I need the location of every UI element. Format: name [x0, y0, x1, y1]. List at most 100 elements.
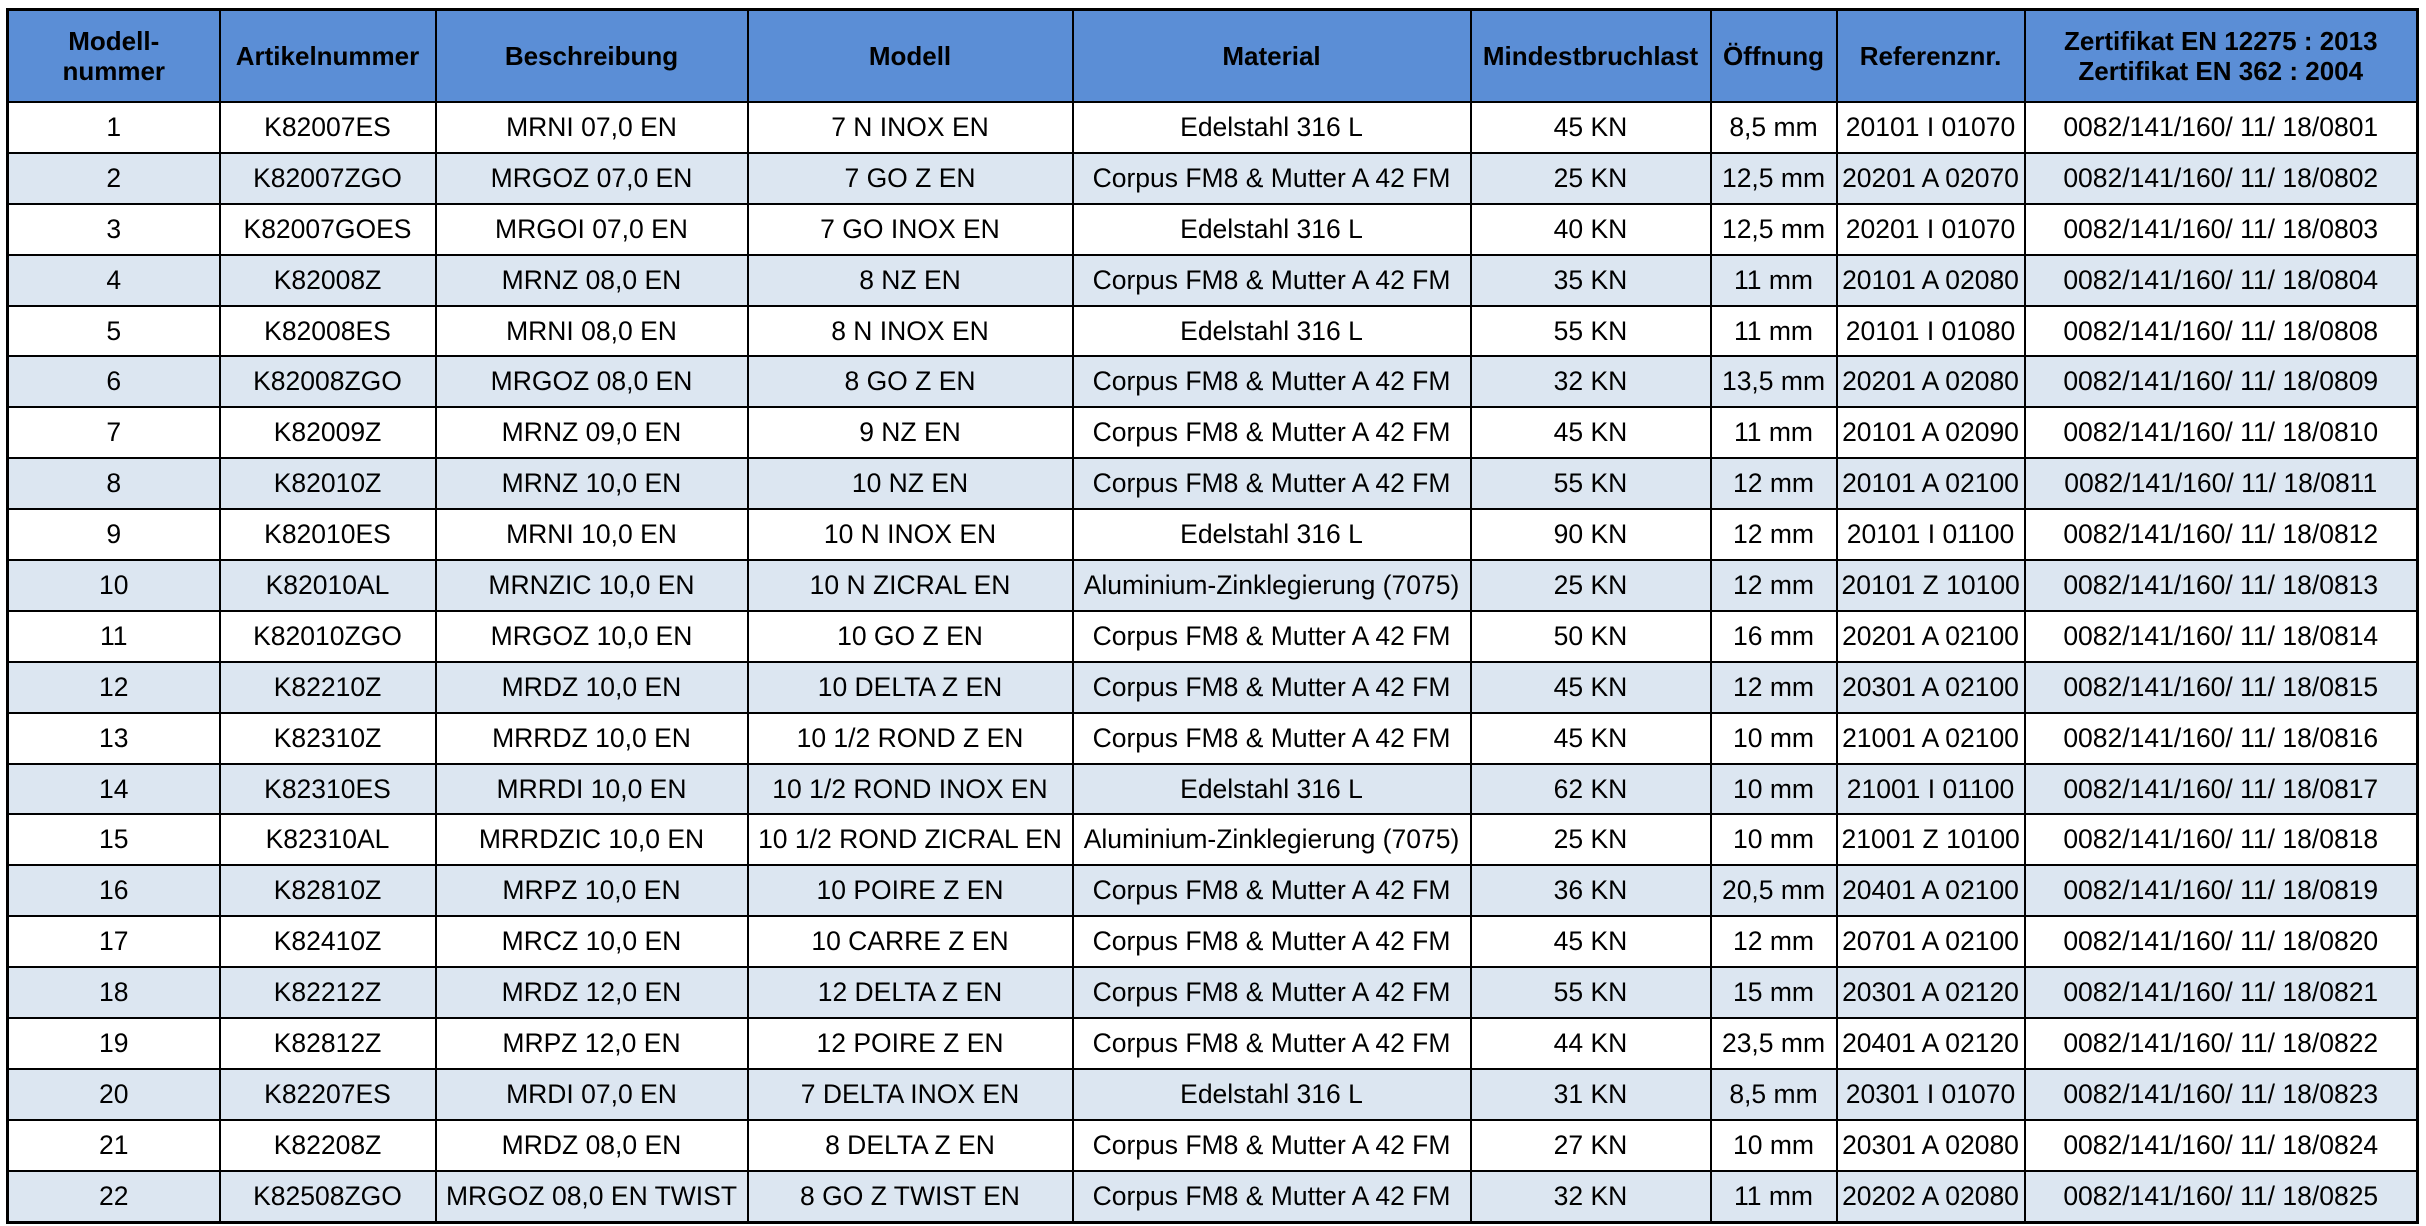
cell-opening: 16 mm	[1709, 609, 1838, 663]
cell-opening: 8,5 mm	[1709, 101, 1838, 154]
cell-min-breaking-load: 55 KN	[1469, 304, 1712, 358]
cell-description: MRDZ 08,0 EN	[434, 1118, 749, 1172]
cell-material: Edelstahl 316 L	[1071, 508, 1472, 562]
cell-model-number: 7	[6, 406, 221, 460]
table-row: 17 K82410Z MRCZ 10,0 EN 10 CARRE Z EN Corpus…	[6, 915, 2419, 969]
table-body: 1 K82007ES MRNI 07,0 EN 7 N INOX EN Edelstah…	[6, 101, 2419, 1224]
cell-reference-number: 20301 A 02100	[1835, 660, 2026, 714]
cell-min-breaking-load: 50 KN	[1469, 609, 1712, 663]
cell-reference-number: 20201 A 02100	[1835, 609, 2026, 663]
cell-reference-number: 20401 A 02100	[1835, 864, 2026, 918]
cell-model-number: 6	[6, 355, 221, 409]
cell-material: Edelstahl 316 L	[1071, 1067, 1472, 1121]
cell-model: 10 N ZICRAL EN	[746, 559, 1074, 612]
cell-min-breaking-load: 31 KN	[1469, 1067, 1712, 1121]
cell-model: 8 GO Z EN	[746, 355, 1074, 409]
table-row: 6 K82008ZGO MRGOZ 08,0 EN 8 GO Z EN Corpus F…	[6, 355, 2419, 409]
cell-model: 8 GO Z TWIST EN	[746, 1169, 1074, 1224]
cell-min-breaking-load: 25 KN	[1469, 559, 1712, 612]
cell-model-number: 17	[6, 915, 221, 969]
header-col-model-number: Modell-nummer	[6, 8, 221, 103]
cell-model: 8 DELTA Z EN	[746, 1118, 1074, 1172]
table-row: 15 K82310AL MRRDZIC 10,0 EN 10 1/2 ROND ZIC…	[6, 813, 2419, 867]
cell-material: Edelstahl 316 L	[1071, 101, 1472, 154]
cell-reference-number: 20301 A 02080	[1835, 1118, 2026, 1172]
cell-article-number: K82212Z	[218, 966, 437, 1020]
cell-opening: 23,5 mm	[1709, 1017, 1838, 1070]
cell-opening: 8,5 mm	[1709, 1067, 1838, 1121]
cell-reference-number: 20202 A 02080	[1835, 1169, 2026, 1224]
cell-article-number: K82009Z	[218, 406, 437, 460]
cell-article-number: K82008Z	[218, 253, 437, 307]
cell-reference-number: 20201 A 02070	[1835, 151, 2026, 205]
table-row: 10 K82010AL MRNZIC 10,0 EN 10 N ZICRAL EN Al…	[6, 559, 2419, 612]
cell-description: MRDZ 12,0 EN	[434, 966, 749, 1020]
cell-reference-number: 20101 A 02100	[1835, 457, 2026, 511]
cell-opening: 11 mm	[1709, 1169, 1838, 1224]
header-col-certificate: Zertifikat EN 12275 : 2013 Zertifikat EN …	[2023, 8, 2419, 103]
cell-material: Edelstahl 316 L	[1071, 762, 1472, 816]
product-table-container: Modell-nummer Artikelnummer Beschreibung Mo…	[6, 8, 2419, 1224]
cell-article-number: K82310Z	[218, 711, 437, 765]
cell-model: 12 DELTA Z EN	[746, 966, 1074, 1020]
cell-article-number: K82210Z	[218, 660, 437, 714]
cell-description: MRCZ 10,0 EN	[434, 915, 749, 969]
header-label: Modell-	[68, 26, 160, 56]
table-row: 7 K82009Z MRNZ 09,0 EN 9 NZ EN Corpus FM8 & …	[6, 406, 2419, 460]
header-col-min-breaking-load: Mindestbruchlast	[1469, 8, 1712, 103]
cell-certificate: 0082/141/160/ 11/ 18/0815	[2023, 660, 2419, 714]
cell-opening: 10 mm	[1709, 1118, 1838, 1172]
cell-certificate: 0082/141/160/ 11/ 18/0810	[2023, 406, 2419, 460]
cell-certificate: 0082/141/160/ 11/ 18/0818	[2023, 813, 2419, 867]
cell-description: MRNI 10,0 EN	[434, 508, 749, 562]
cell-article-number: K82008ZGO	[218, 355, 437, 409]
cell-description: MRGOI 07,0 EN	[434, 202, 749, 256]
cell-article-number: K82007ES	[218, 101, 437, 154]
cell-model-number: 1	[6, 101, 221, 154]
cell-article-number: K82508ZGO	[218, 1169, 437, 1224]
table-row: 4 K82008Z MRNZ 08,0 EN 8 NZ EN Corpus FM8 & …	[6, 253, 2419, 307]
table-row: 1 K82007ES MRNI 07,0 EN 7 N INOX EN Edelstah…	[6, 101, 2419, 154]
cell-certificate: 0082/141/160/ 11/ 18/0812	[2023, 508, 2419, 562]
cell-article-number: K82007ZGO	[218, 151, 437, 205]
cell-reference-number: 20101 Z 10100	[1835, 559, 2026, 612]
cell-min-breaking-load: 45 KN	[1469, 660, 1712, 714]
header-label: Mindestbruchlast	[1482, 41, 1699, 71]
cell-min-breaking-load: 45 KN	[1469, 406, 1712, 460]
table-row: 11 K82010ZGO MRGOZ 10,0 EN 10 GO Z EN Corpus…	[6, 609, 2419, 663]
header-label: Referenznr.	[1859, 41, 2002, 71]
cell-material: Edelstahl 316 L	[1071, 304, 1472, 358]
cell-certificate: 0082/141/160/ 11/ 18/0816	[2023, 711, 2419, 765]
cell-opening: 10 mm	[1709, 762, 1838, 816]
cell-reference-number: 20201 I 01070	[1835, 202, 2026, 256]
cell-opening: 12 mm	[1709, 559, 1838, 612]
cell-model: 9 NZ EN	[746, 406, 1074, 460]
cell-material: Corpus FM8 & Mutter A 42 FM	[1071, 406, 1472, 460]
cell-certificate: 0082/141/160/ 11/ 18/0809	[2023, 355, 2419, 409]
cell-reference-number: 20201 A 02080	[1835, 355, 2026, 409]
cell-material: Corpus FM8 & Mutter A 42 FM	[1071, 1118, 1472, 1172]
table-row: 16 K82810Z MRPZ 10,0 EN 10 POIRE Z EN Corpus…	[6, 864, 2419, 918]
cell-description: MRNZ 10,0 EN	[434, 457, 749, 511]
cell-certificate: 0082/141/160/ 11/ 18/0814	[2023, 609, 2419, 663]
cell-model: 7 N INOX EN	[746, 101, 1074, 154]
table-row: 14 K82310ES MRRDI 10,0 EN 10 1/2 ROND INOX …	[6, 762, 2419, 816]
cell-model-number: 21	[6, 1118, 221, 1172]
carabiner-spec-table: Modell-nummer Artikelnummer Beschreibung Mo…	[6, 8, 2419, 1224]
table-row: 22 K82508ZGO MRGOZ 08,0 EN TWIST 8 GO Z TWI…	[6, 1169, 2419, 1224]
cell-model: 7 DELTA INOX EN	[746, 1067, 1074, 1121]
cell-article-number: K82010AL	[218, 559, 437, 612]
cell-model-number: 3	[6, 202, 221, 256]
cell-description: MRRDI 10,0 EN	[434, 762, 749, 816]
header-col-model: Modell	[746, 8, 1074, 103]
cell-reference-number: 21001 A 02100	[1835, 711, 2026, 765]
table-row: 19 K82812Z MRPZ 12,0 EN 12 POIRE Z EN Corpus…	[6, 1017, 2419, 1070]
cell-opening: 12,5 mm	[1709, 151, 1838, 205]
cell-min-breaking-load: 55 KN	[1469, 966, 1712, 1020]
cell-article-number: K82207ES	[218, 1067, 437, 1121]
cell-reference-number: 20101 I 01080	[1835, 304, 2026, 358]
cell-reference-number: 20101 I 01100	[1835, 508, 2026, 562]
cell-material: Corpus FM8 & Mutter A 42 FM	[1071, 864, 1472, 918]
cell-material: Corpus FM8 & Mutter A 42 FM	[1071, 151, 1472, 205]
cell-min-breaking-load: 45 KN	[1469, 711, 1712, 765]
